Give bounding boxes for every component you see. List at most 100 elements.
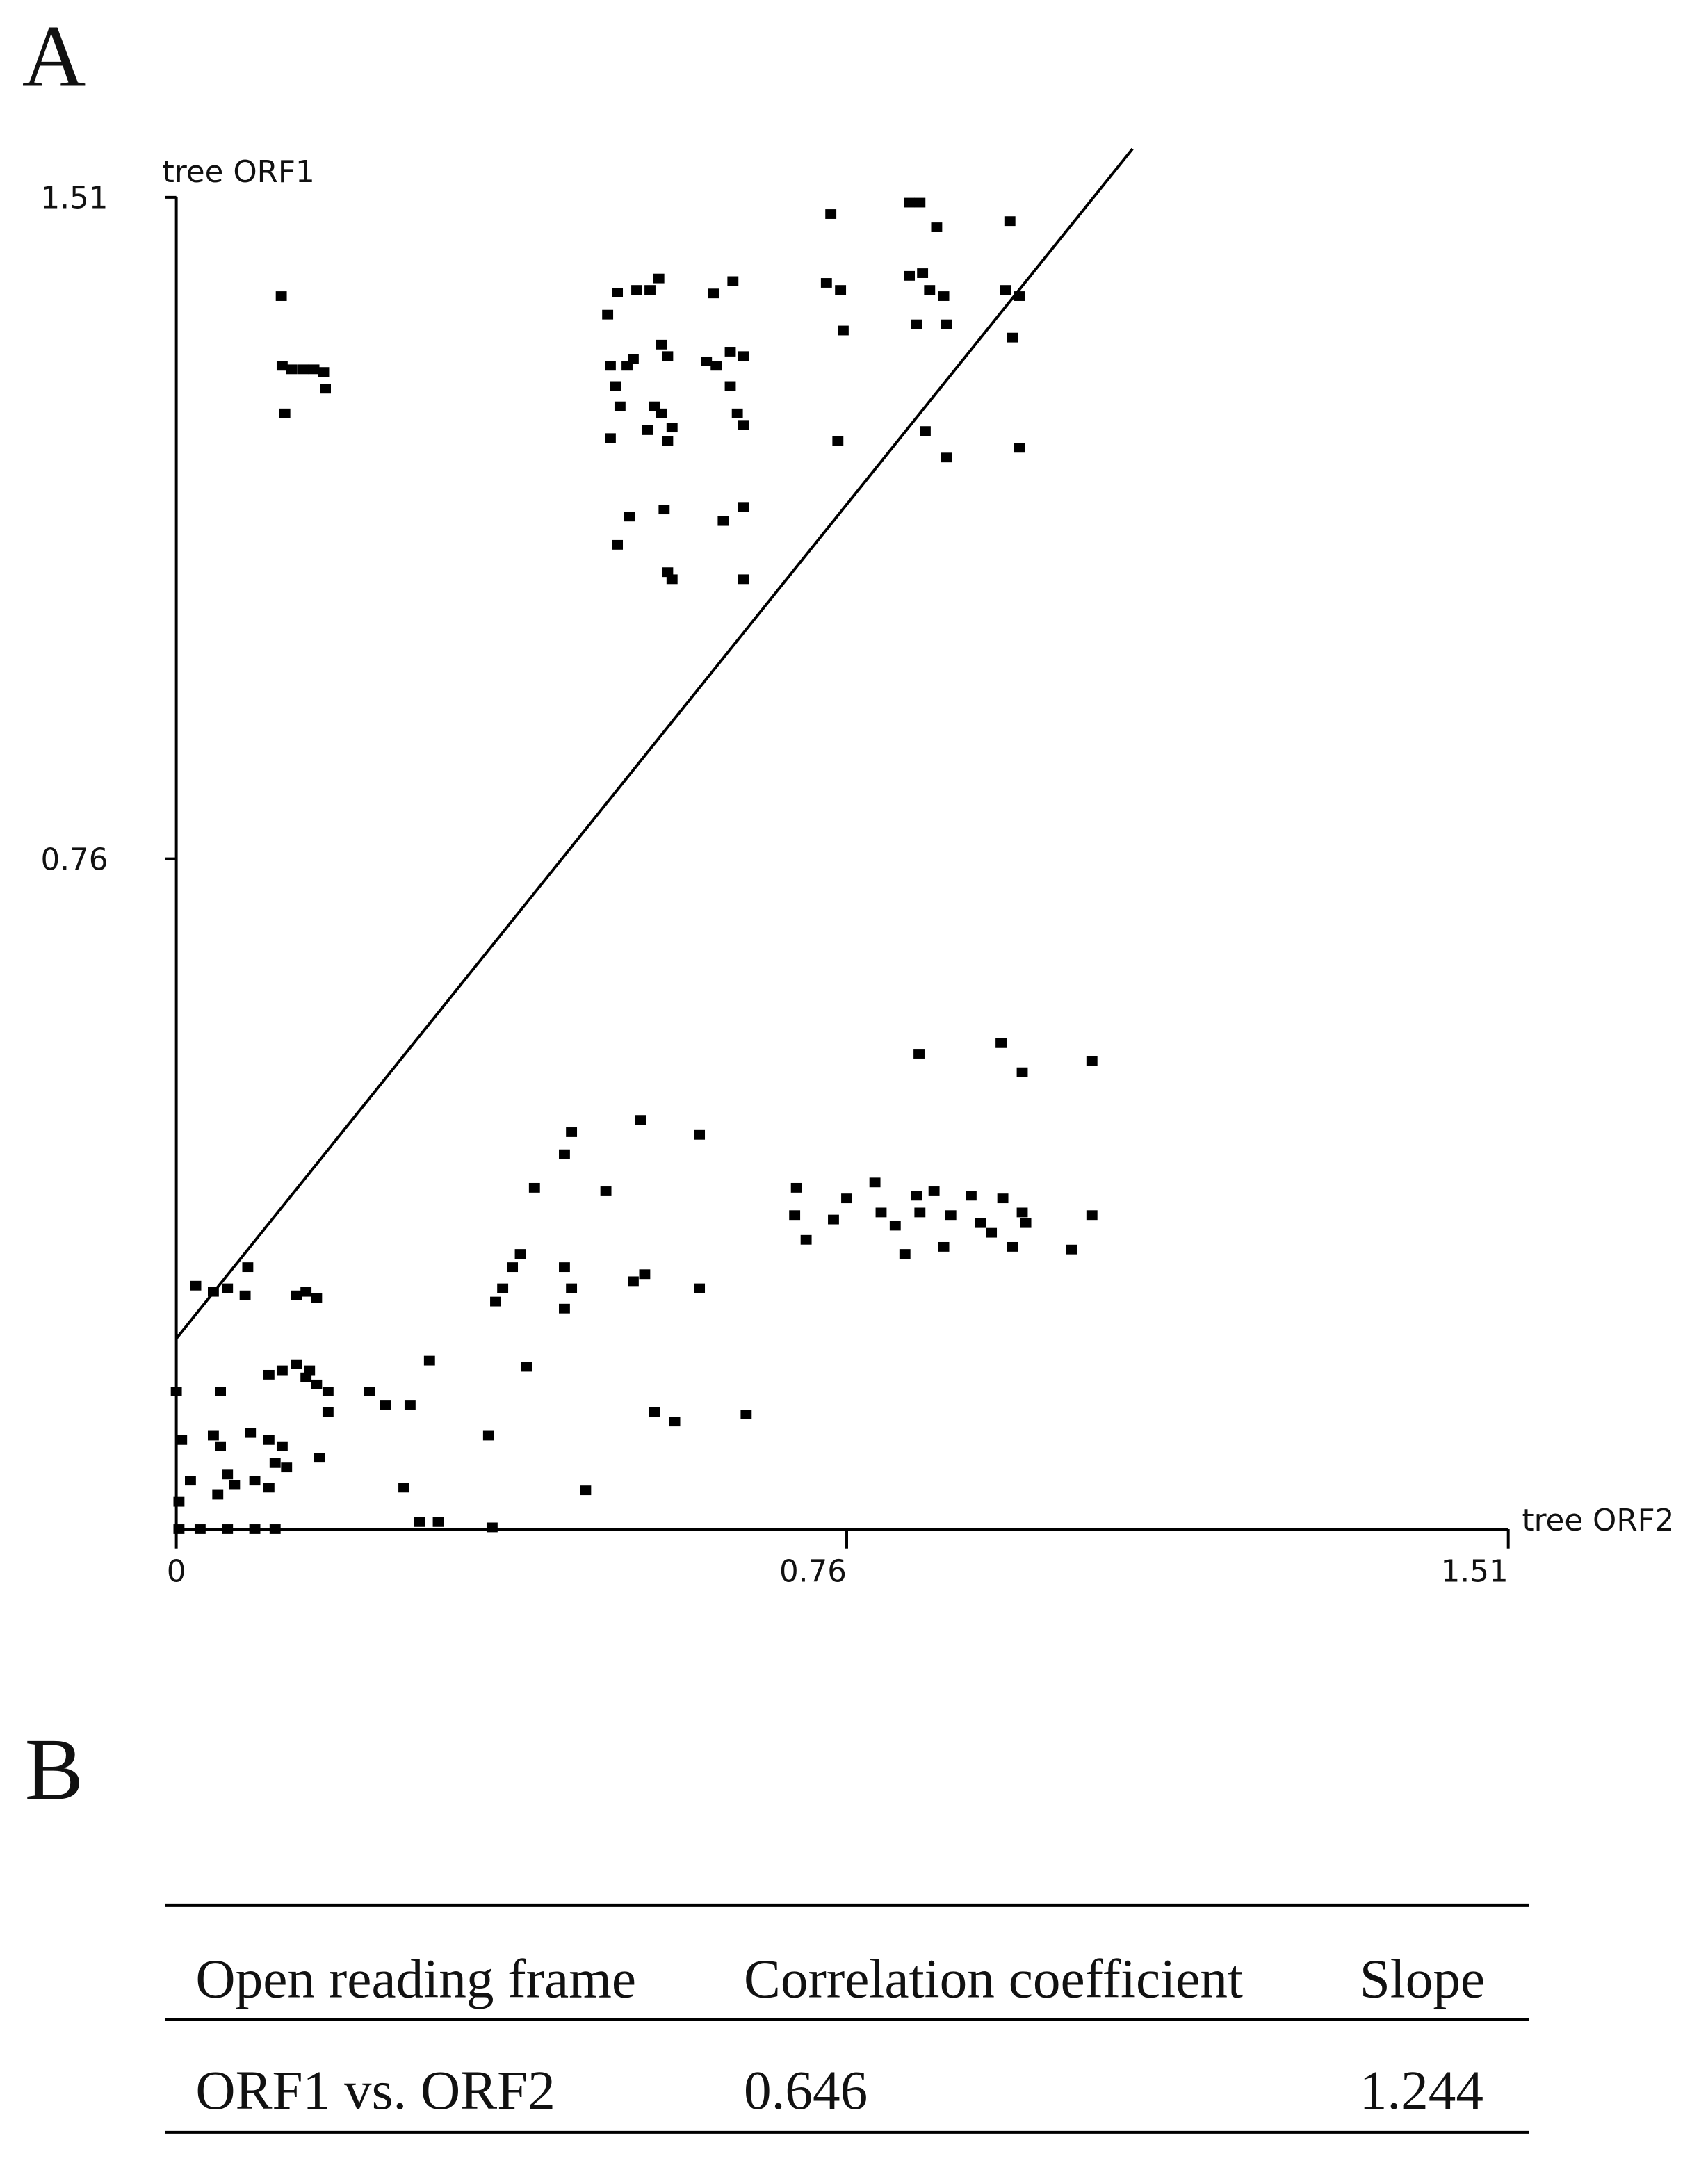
point — [291, 1290, 302, 1300]
point — [229, 1480, 241, 1490]
point — [889, 1221, 901, 1231]
point — [190, 1280, 202, 1291]
panel-label: A — [22, 8, 86, 105]
point — [276, 1365, 288, 1376]
table-cell: ORF1 vs. ORF2 — [195, 2060, 555, 2121]
point — [322, 1387, 334, 1396]
point — [941, 319, 952, 329]
point — [656, 408, 667, 418]
point — [423, 1355, 435, 1366]
point — [1007, 1241, 1018, 1252]
point — [717, 516, 729, 526]
point — [1016, 1067, 1028, 1077]
point — [482, 1430, 494, 1441]
point — [559, 1262, 570, 1273]
point — [875, 1207, 887, 1218]
panel-label: B — [25, 1721, 84, 1818]
point — [631, 285, 642, 295]
point — [194, 1524, 206, 1534]
point — [639, 1269, 651, 1280]
point — [600, 1186, 612, 1196]
point — [314, 1453, 325, 1463]
point — [740, 1410, 752, 1419]
point — [997, 1193, 1009, 1204]
point — [222, 1469, 234, 1480]
point — [924, 285, 936, 295]
point — [914, 197, 926, 208]
point — [820, 278, 832, 288]
point — [1004, 216, 1016, 227]
point — [669, 1417, 681, 1427]
point — [635, 1115, 646, 1125]
point — [965, 1191, 977, 1201]
point — [263, 1435, 275, 1445]
fit-line — [175, 147, 1134, 1340]
point — [286, 364, 298, 375]
table-header-cell: Slope — [1360, 1949, 1486, 2010]
point — [911, 1191, 922, 1201]
point — [662, 436, 674, 446]
point — [658, 505, 670, 515]
point — [212, 1489, 224, 1500]
point — [300, 1287, 312, 1297]
point — [904, 197, 916, 208]
point — [308, 364, 320, 375]
point — [298, 364, 309, 375]
point — [612, 288, 624, 297]
point — [497, 1283, 509, 1293]
point — [291, 1359, 302, 1369]
point — [917, 268, 929, 278]
point — [263, 1369, 275, 1380]
point — [710, 361, 722, 371]
point — [914, 1207, 926, 1218]
x-axis-title: tree ORF2 — [1522, 1503, 1675, 1538]
point — [731, 408, 743, 418]
point — [694, 1129, 706, 1140]
table-cell: 1.244 — [1360, 2060, 1483, 2121]
point — [624, 512, 635, 522]
point — [514, 1249, 526, 1259]
x-tick-label: 0 — [167, 1554, 186, 1589]
point — [222, 1283, 234, 1293]
point — [724, 381, 736, 391]
y-axis-title: tree ORF1 — [163, 155, 315, 190]
table-header-cell: Open reading frame — [195, 1949, 636, 2010]
point — [938, 291, 950, 301]
point — [559, 1149, 570, 1159]
point — [644, 285, 656, 295]
point — [269, 1524, 281, 1534]
point — [1066, 1244, 1077, 1255]
point — [580, 1485, 592, 1496]
point — [276, 1441, 288, 1451]
point — [380, 1400, 391, 1410]
x-tick-label: 0.76 — [779, 1554, 847, 1589]
table-header-cell: Correlation coefficient — [744, 1949, 1243, 2010]
point — [653, 273, 665, 284]
point — [279, 408, 291, 418]
point — [605, 361, 616, 371]
point — [605, 433, 616, 443]
point — [1000, 285, 1011, 295]
point — [281, 1462, 293, 1473]
point — [322, 1407, 334, 1417]
point — [398, 1483, 409, 1493]
point — [835, 285, 847, 295]
point — [975, 1218, 986, 1228]
point — [528, 1182, 540, 1193]
point — [841, 1193, 852, 1204]
y-tick-label: 1.51 — [40, 181, 108, 216]
point — [941, 452, 952, 463]
point — [708, 288, 719, 299]
point — [566, 1283, 578, 1293]
point — [239, 1290, 251, 1300]
point — [263, 1483, 275, 1493]
x-tick-label: 1.51 — [1441, 1554, 1508, 1589]
point — [724, 347, 736, 357]
point — [207, 1287, 219, 1297]
point — [945, 1210, 957, 1221]
point — [215, 1387, 226, 1396]
point — [269, 1458, 281, 1468]
point — [738, 502, 749, 512]
point — [1086, 1210, 1098, 1221]
point — [566, 1127, 578, 1137]
